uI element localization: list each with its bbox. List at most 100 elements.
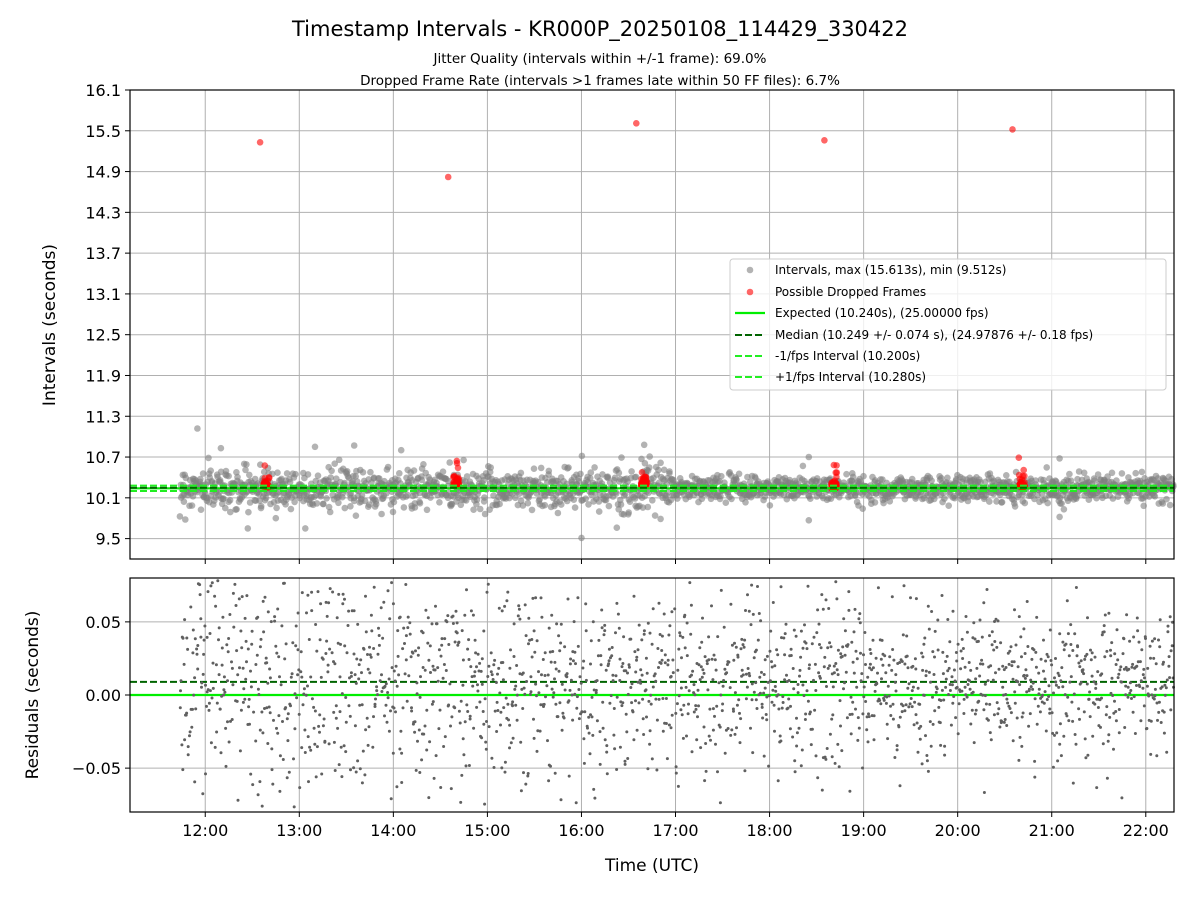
residual-point	[306, 593, 310, 597]
residual-point	[1153, 694, 1157, 698]
interval-point	[359, 469, 367, 476]
residual-point	[508, 723, 512, 727]
residual-point	[612, 733, 616, 737]
residual-point	[200, 685, 203, 689]
residual-point	[864, 700, 868, 703]
residual-point	[875, 682, 879, 686]
residual-point	[868, 666, 872, 670]
residual-point	[687, 689, 691, 693]
residual-point	[835, 668, 839, 672]
interval-point	[197, 506, 205, 513]
residual-point	[331, 590, 335, 594]
residual-point	[278, 789, 282, 793]
residual-point	[614, 674, 618, 678]
residual-point	[541, 658, 545, 661]
residual-point	[1086, 616, 1089, 620]
residual-point	[444, 669, 448, 672]
legend-marker-dropped	[746, 288, 754, 296]
residual-point	[648, 631, 652, 635]
residual-point	[918, 702, 922, 706]
residual-point	[520, 687, 524, 691]
residual-point	[210, 696, 214, 700]
residual-point	[695, 738, 699, 742]
residual-point	[185, 636, 189, 640]
residual-point	[616, 612, 620, 616]
residual-point	[386, 589, 390, 593]
interval-point	[420, 461, 427, 468]
residual-point	[939, 699, 943, 702]
residual-point	[791, 667, 795, 670]
residual-point	[363, 773, 367, 777]
residual-point	[741, 643, 745, 647]
residual-point	[715, 704, 719, 708]
residual-point	[522, 771, 525, 775]
residual-point	[892, 658, 896, 662]
interval-point	[396, 470, 403, 477]
interval-point	[457, 501, 465, 509]
residual-point	[855, 657, 859, 661]
residual-point	[1163, 683, 1167, 687]
residual-point	[1012, 660, 1016, 664]
residual-point	[860, 672, 864, 676]
interval-point	[586, 474, 594, 482]
residual-point	[747, 671, 751, 675]
residual-point	[854, 707, 857, 711]
residual-point	[1107, 733, 1111, 737]
residual-point	[521, 671, 525, 675]
residual-point	[364, 594, 367, 598]
residual-point	[973, 637, 977, 641]
residual-point	[582, 761, 586, 765]
residual-point	[507, 718, 510, 722]
residual-point	[209, 584, 213, 588]
dropped-frame-point	[444, 173, 452, 181]
residual-point	[730, 728, 734, 732]
residual-point	[366, 743, 370, 747]
residual-point	[345, 651, 349, 655]
residual-point	[474, 651, 478, 655]
residual-point	[226, 679, 229, 683]
residual-point	[268, 711, 272, 715]
residual-point	[654, 697, 658, 701]
residual-point	[546, 739, 549, 743]
residual-point	[868, 662, 872, 666]
residual-point	[1107, 611, 1111, 615]
residual-point	[312, 705, 316, 709]
residual-point	[1135, 664, 1139, 668]
residual-point	[313, 742, 317, 746]
residual-point	[678, 634, 682, 638]
residual-point	[232, 625, 236, 629]
residual-point	[618, 745, 622, 749]
legend-label-median: Median (10.249 +/- 0.074 s), (24.97876 +…	[775, 328, 1093, 342]
residual-point	[360, 671, 363, 675]
residual-point	[622, 635, 626, 639]
interval-point	[1109, 495, 1117, 502]
residual-point	[809, 743, 813, 747]
residual-point	[408, 621, 412, 625]
residual-point	[193, 780, 197, 784]
residual-point	[534, 596, 538, 600]
residual-point	[946, 669, 950, 673]
interval-point	[390, 498, 398, 506]
residual-point	[848, 789, 852, 793]
residual-point	[312, 726, 316, 730]
interval-point	[799, 462, 807, 470]
residual-point	[476, 689, 480, 693]
residual-point	[307, 780, 310, 784]
residual-point	[360, 781, 364, 785]
residual-point	[1117, 731, 1121, 735]
residual-point	[1085, 652, 1089, 656]
residual-point	[524, 634, 528, 638]
interval-point	[220, 495, 227, 502]
interval-point	[649, 497, 656, 504]
residual-point	[602, 633, 606, 637]
residual-point	[986, 718, 990, 722]
residual-point	[567, 774, 571, 778]
residual-point	[863, 631, 867, 634]
residual-point	[993, 620, 996, 623]
residual-point	[912, 723, 916, 727]
residual-point	[891, 702, 895, 706]
residual-point	[1141, 686, 1145, 690]
residual-point	[272, 718, 275, 722]
residual-point	[519, 789, 523, 793]
residual-point	[916, 750, 920, 754]
